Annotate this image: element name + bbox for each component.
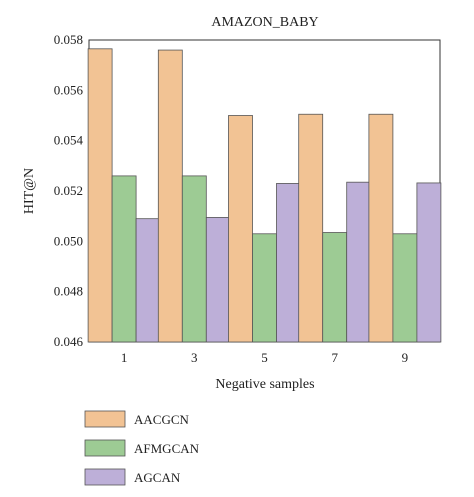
- legend-swatch: [84, 410, 126, 428]
- legend-swatch: [84, 468, 126, 486]
- legend-item-aacgcn: AACGCN: [84, 410, 190, 428]
- y-tick-label: 0.048: [54, 284, 83, 299]
- bar-agcan-5: [276, 183, 301, 343]
- y-tick-label: 0.056: [54, 82, 84, 97]
- y-tick-label: 0.052: [54, 183, 83, 198]
- y-tick-label: 0.050: [54, 233, 83, 248]
- x-tick-label: 7: [331, 350, 338, 365]
- legend-item-afmgcan: AFMGCAN: [84, 439, 200, 457]
- bar-aacgcn-5: [228, 115, 253, 343]
- x-tick-label: 9: [402, 350, 409, 365]
- bar-agcan-7: [346, 181, 372, 343]
- y-tick-label: 0.058: [54, 32, 83, 47]
- legend: AACGCN AFMGCAN AGCAN: [84, 410, 200, 486]
- bar-afmgcan-3: [181, 175, 207, 343]
- bar-aacgcn-3: [157, 49, 183, 343]
- bar-agcan-9: [416, 182, 442, 343]
- bars: [87, 48, 442, 343]
- legend-swatch: [84, 439, 126, 457]
- bar-afmgcan-5: [252, 233, 277, 343]
- y-axis-label: HIT@N: [22, 168, 37, 214]
- bar-afmgcan-1: [111, 175, 137, 343]
- x-tick-label: 5: [261, 350, 268, 365]
- bar-aacgcn-1: [87, 48, 113, 343]
- bar-afmgcan-9: [392, 233, 418, 343]
- x-tick-label: 1: [121, 350, 128, 365]
- chart-title: AMAZON_BABY: [211, 15, 318, 30]
- bar-afmgcan-7: [322, 232, 348, 343]
- legend-label: AACGCN: [134, 412, 190, 427]
- bar-agcan-1: [135, 218, 161, 343]
- x-tick-label: 3: [191, 350, 198, 365]
- legend-label: AGCAN: [134, 470, 181, 485]
- legend-label: AFMGCAN: [134, 441, 200, 456]
- legend-item-agcan: AGCAN: [84, 468, 181, 486]
- x-axis-label: Negative samples: [215, 377, 314, 392]
- bar-aacgcn-9: [368, 113, 394, 343]
- y-tick-label: 0.054: [54, 133, 84, 148]
- y-tick-label: 0.046: [54, 334, 84, 349]
- bar-agcan-3: [205, 217, 231, 343]
- bar-aacgcn-7: [298, 113, 324, 343]
